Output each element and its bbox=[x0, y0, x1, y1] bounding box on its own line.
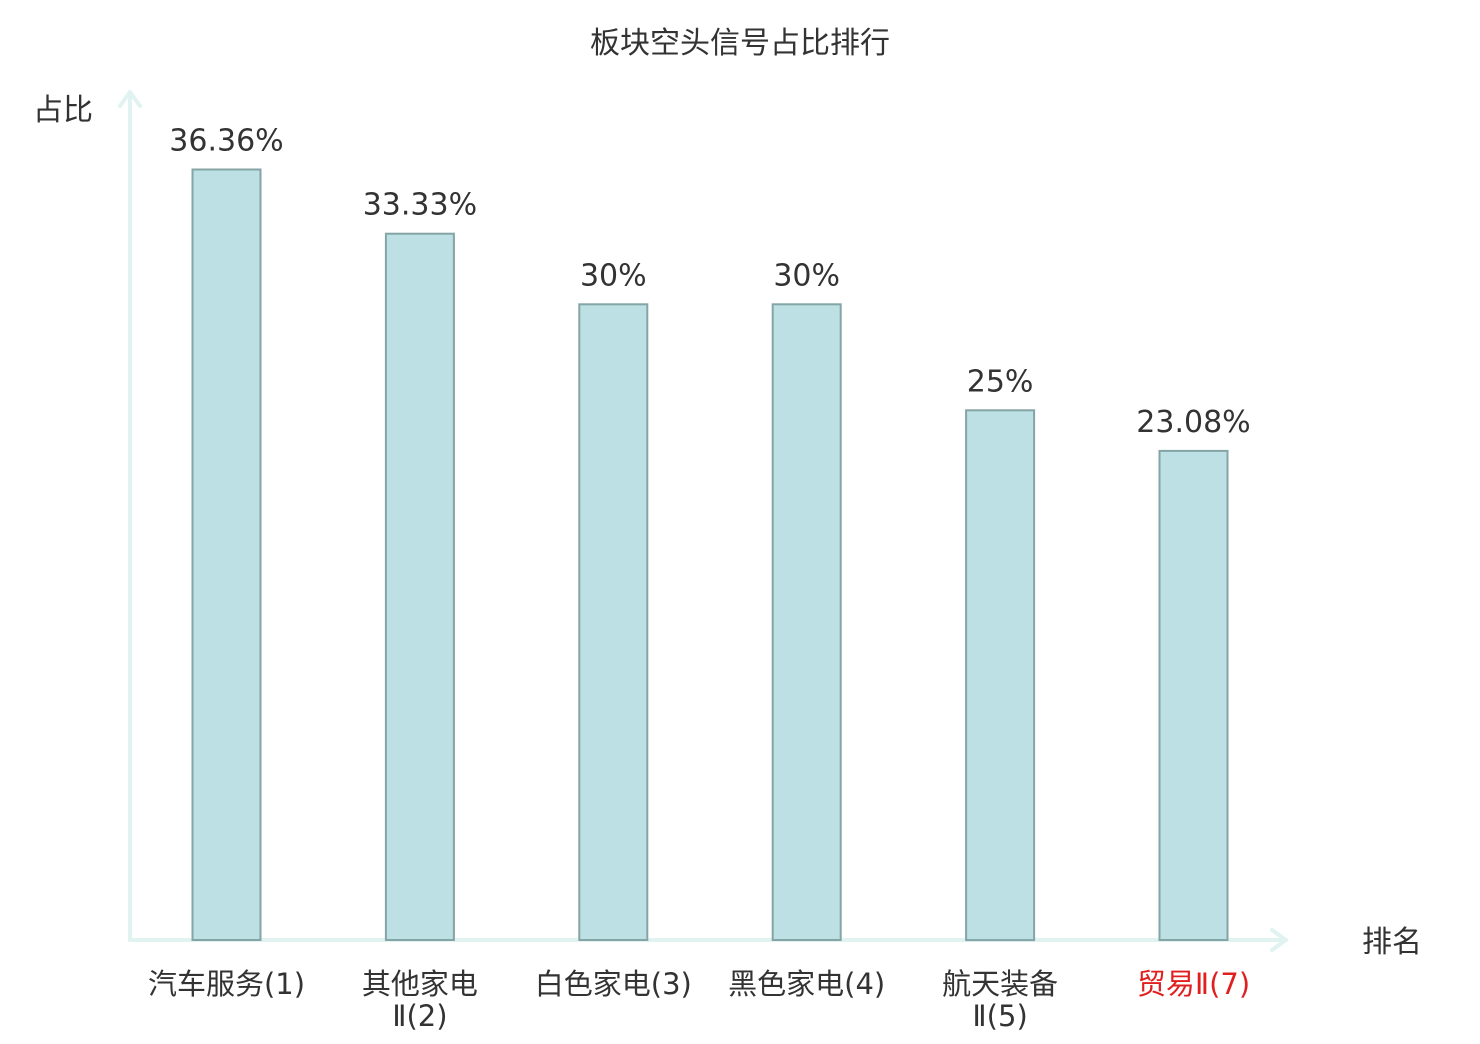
data-label-4: 30% bbox=[773, 258, 840, 293]
bar-2 bbox=[384, 232, 455, 941]
category-label-6: 贸易Ⅱ(7) bbox=[1137, 967, 1250, 1001]
bars-group bbox=[191, 168, 1229, 942]
category-label-5-line-2: Ⅱ(5) bbox=[972, 999, 1027, 1033]
bar-6 bbox=[1158, 449, 1229, 941]
bar-4 bbox=[771, 303, 842, 941]
data-label-6: 23.08% bbox=[1136, 405, 1250, 440]
bar-5 bbox=[965, 409, 1036, 942]
category-label-4: 黑色家电(4) bbox=[728, 967, 885, 1001]
y-axis-label: 占比 bbox=[33, 93, 93, 128]
category-label-3: 白色家电(3) bbox=[535, 967, 692, 1001]
data-label-5: 25% bbox=[967, 364, 1034, 399]
category-label-1: 汽车服务(1) bbox=[148, 967, 305, 1001]
category-label-2-line-1: 其他家电 bbox=[362, 967, 478, 1001]
data-label-3: 30% bbox=[580, 258, 647, 293]
value-labels-group: 36.36% 33.33% 30% 30% 25% 23.08% bbox=[169, 124, 1250, 440]
axes bbox=[118, 90, 1288, 952]
y-axis-arrow-icon bbox=[118, 90, 142, 108]
data-label-1: 36.36% bbox=[169, 124, 283, 159]
data-label-2: 33.33% bbox=[363, 188, 477, 223]
x-axis-arrow-icon bbox=[1270, 928, 1288, 952]
bar-1 bbox=[191, 168, 262, 941]
category-label-2-line-2: Ⅱ(2) bbox=[392, 999, 447, 1033]
bar-3 bbox=[578, 303, 649, 941]
x-axis-label: 排名 bbox=[1362, 925, 1422, 960]
category-label-5-line-1: 航天装备 bbox=[942, 967, 1058, 1001]
chart-title: 板块空头信号占比排行 bbox=[590, 26, 890, 61]
